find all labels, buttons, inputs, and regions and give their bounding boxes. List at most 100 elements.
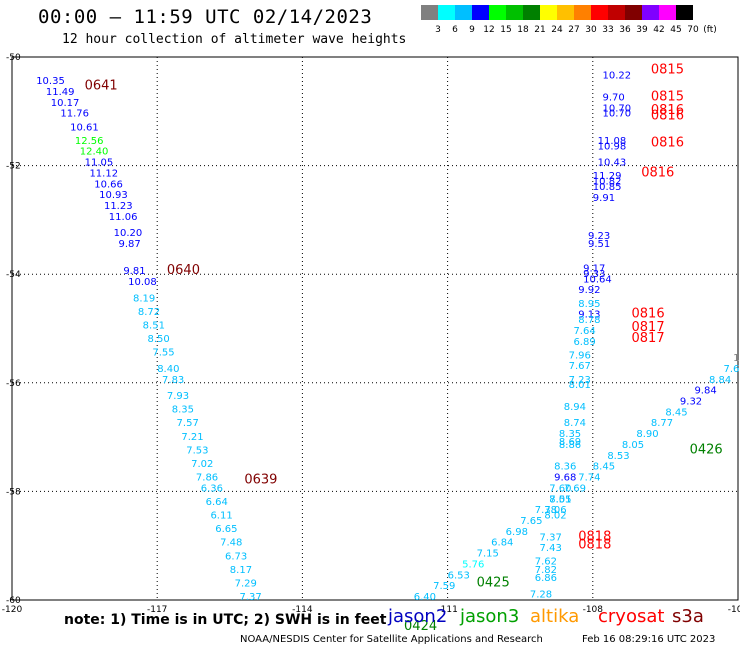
wave-height-label-jason2: 11.06 bbox=[109, 212, 138, 223]
pass-time-label: 0639 bbox=[244, 472, 277, 487]
wave-height-label-jason3: 9.84 bbox=[694, 386, 716, 397]
wave-height-label-jason2: 9.81 bbox=[123, 266, 145, 277]
scale-label: (ft) bbox=[703, 25, 717, 35]
wave-height-label-jason2: 10.35 bbox=[36, 76, 65, 87]
wave-height-label-cryosat: 9.33 bbox=[583, 269, 605, 280]
wave-height-label-cryosat: 7.60 bbox=[549, 483, 571, 494]
wave-height-label-cryosat: 9.13 bbox=[578, 310, 600, 321]
longitude-tick-label: -111 bbox=[437, 605, 457, 615]
wave-height-label-cryosat: 9.23 bbox=[588, 231, 610, 242]
page-subtitle: 12 hour collection of altimeter wave hei… bbox=[62, 32, 407, 47]
wave-height-label-jason3: 7.38 bbox=[535, 505, 557, 516]
wave-height-label-cryosat: 8.74 bbox=[564, 418, 586, 429]
wave-height-label-jason3: 8.53 bbox=[607, 451, 629, 462]
page-title: 00:00 – 11:59 UTC 02/14/2023 bbox=[38, 6, 373, 28]
wave-height-label-cryosat: 7.96 bbox=[569, 350, 591, 361]
wave-height-label-jason3: 6.53 bbox=[448, 570, 470, 581]
wave-height-label-cryosat: 7.43 bbox=[540, 543, 562, 554]
scale-swatch bbox=[625, 5, 642, 20]
scale-swatch bbox=[608, 5, 625, 20]
wave-height-label-cryosat: 8.95 bbox=[578, 299, 600, 310]
wave-height-label-jason2: 12.56 bbox=[75, 136, 104, 147]
legend-jason3: jason3 bbox=[460, 606, 520, 627]
pass-time-label: 0817 bbox=[632, 331, 665, 346]
scale-label: 12 bbox=[483, 25, 495, 35]
wave-height-label-jason3: 8.05 bbox=[622, 440, 644, 451]
credit-text: NOAA/NESDIS Center for Satellite Applica… bbox=[240, 634, 543, 645]
wave-height-label-jason3: 6.40 bbox=[414, 592, 436, 603]
wave-height-label-jason3: 9.32 bbox=[680, 397, 702, 408]
wave-height-label-jason2: 7.53 bbox=[186, 445, 208, 456]
wave-height-label-cryosat: 7.82 bbox=[535, 565, 557, 576]
wave-height-label-cryosat: 9.68 bbox=[554, 473, 576, 484]
wave-height-label-cryosat: 8.69 bbox=[559, 437, 581, 448]
pass-time-label: 0816 bbox=[651, 136, 684, 151]
wave-height-label-jason2: 11.76 bbox=[60, 109, 89, 120]
scale-label: 18 bbox=[517, 25, 529, 35]
wave-height-label-cryosat: 6.86 bbox=[535, 573, 557, 584]
pass-time-label: 0424 bbox=[404, 619, 437, 634]
wave-height-label-jason2: 7.86 bbox=[196, 473, 218, 484]
wave-height-label-jason3: 5.76 bbox=[462, 559, 484, 570]
wave-height-label-cryosat: 10.98 bbox=[598, 141, 627, 152]
pass-time-label: 0815 bbox=[651, 89, 684, 104]
scale-swatch bbox=[659, 5, 676, 20]
pass-time-label: 0817 bbox=[632, 320, 665, 335]
wave-height-label-jason3: 8.77 bbox=[651, 418, 673, 429]
scale-swatch bbox=[591, 5, 608, 20]
scale-swatch bbox=[421, 5, 438, 20]
wave-height-label-jason2: 7.57 bbox=[177, 418, 199, 429]
wave-height-label-cryosat: 8.02 bbox=[544, 511, 566, 522]
wave-height-label-cryosat: 10.70 bbox=[602, 103, 631, 114]
legend-jason2: jason2 bbox=[388, 606, 448, 627]
wave-height-label-jason3: 8.84 bbox=[709, 375, 731, 386]
wave-height-label-cryosat: 8.94 bbox=[564, 402, 586, 413]
wave-height-label-jason2: 10.20 bbox=[114, 228, 143, 239]
wave-height-label-jason2: 8.19 bbox=[133, 293, 155, 304]
scale-swatch bbox=[540, 5, 557, 20]
wave-height-label-cryosat: 10.82 bbox=[593, 177, 622, 188]
scale-swatch bbox=[574, 5, 591, 20]
wave-height-label-jason2: 7.37 bbox=[239, 592, 261, 603]
scale-swatch bbox=[676, 5, 693, 20]
wave-height-label-cryosat: 11.29 bbox=[593, 171, 622, 182]
wave-height-label-cryosat: 8.35 bbox=[559, 429, 581, 440]
wave-height-label-jason2: 10.61 bbox=[70, 122, 99, 133]
scale-label: 42 bbox=[653, 25, 665, 35]
wave-height-label-cryosat: 10.22 bbox=[602, 71, 631, 82]
scale-label: 45 bbox=[670, 25, 682, 35]
wave-height-label-jason3: 1 bbox=[733, 353, 739, 364]
wave-height-label-jason3: 7.15 bbox=[477, 549, 499, 560]
wave-height-label-cryosat: 11.08 bbox=[598, 136, 627, 147]
footnote: note: 1) Time is in UTC; 2) SWH is in fe… bbox=[64, 612, 387, 628]
map-frame bbox=[11, 56, 739, 601]
wave-height-label-jason3: 7.65 bbox=[520, 516, 542, 527]
wave-height-label-jason2: 10.66 bbox=[94, 179, 123, 190]
wave-height-label-cryosat: 9.17 bbox=[583, 263, 605, 274]
legend-s3a: s3a bbox=[672, 606, 704, 627]
wave-height-label-jason2: 6.73 bbox=[225, 551, 247, 562]
scale-label: 24 bbox=[551, 25, 563, 35]
wave-height-label-cryosat: 7.06 bbox=[544, 505, 566, 516]
wave-height-label-cryosat: 9.70 bbox=[602, 92, 624, 103]
scale-swatch bbox=[523, 5, 540, 20]
wave-height-label-jason2: 11.05 bbox=[85, 158, 114, 169]
scale-label: 9 bbox=[469, 25, 475, 35]
scale-swatch bbox=[642, 5, 659, 20]
pass-time-label: 0816 bbox=[651, 108, 684, 123]
pass-time-label: 0640 bbox=[167, 263, 200, 278]
scale-label: 30 bbox=[585, 25, 597, 35]
scale-label: 33 bbox=[602, 25, 614, 35]
wave-height-label-jason2: 7.48 bbox=[220, 538, 242, 549]
generated-timestamp: Feb 16 08:29:16 UTC 2023 bbox=[582, 634, 716, 645]
pass-time-label: 0818 bbox=[578, 537, 611, 552]
scale-label: 70 bbox=[687, 25, 699, 35]
wave-height-label-jason2: 7.02 bbox=[191, 459, 213, 470]
longitude-tick-label: -114 bbox=[292, 605, 313, 615]
wave-height-label-jason2: 7.29 bbox=[235, 578, 257, 589]
wave-height-label-jason2: 8.17 bbox=[230, 565, 252, 576]
legend-cryosat: cryosat bbox=[598, 606, 665, 627]
wave-height-label-jason2: 7.93 bbox=[167, 391, 189, 402]
wave-height-label-jason2: 8.40 bbox=[157, 364, 179, 375]
